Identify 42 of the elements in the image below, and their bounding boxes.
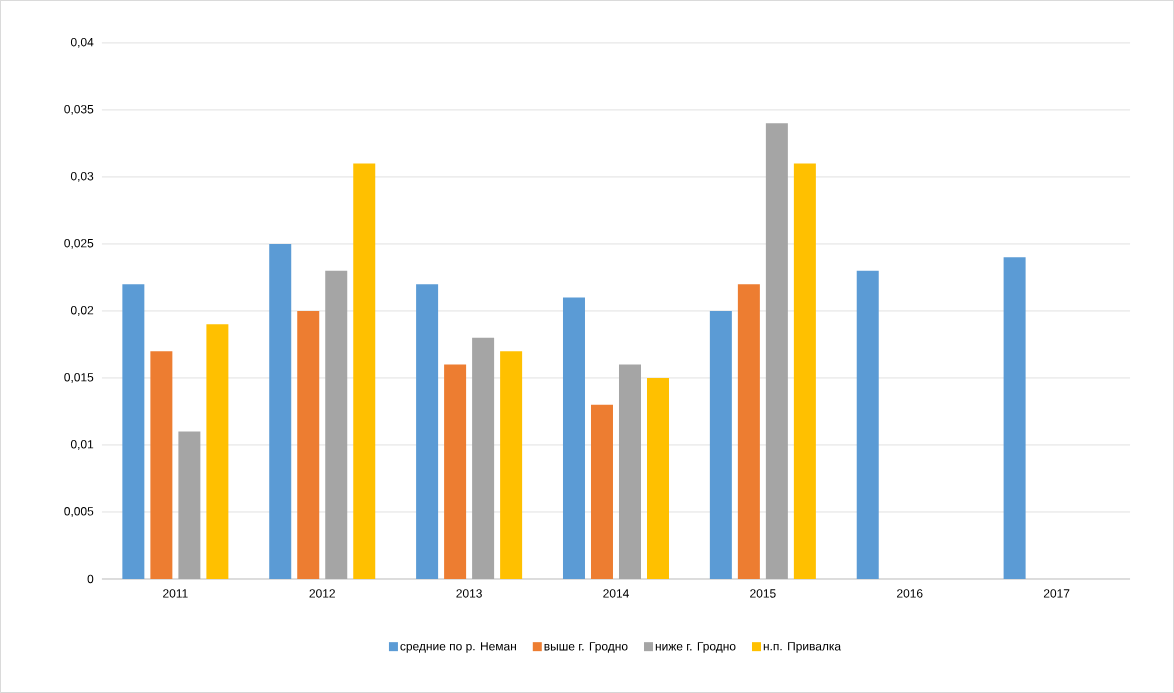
y-tick-label: 0,01 (70, 440, 94, 450)
x-tick-label: 2011 (163, 589, 188, 598)
x-tick-label: 2014 (603, 589, 629, 598)
y-tick-label: 0,04 (70, 38, 94, 48)
bar (297, 310, 320, 580)
y-tick-label: 0,02 (70, 306, 94, 316)
x-tick-label: 2012 (309, 589, 335, 598)
x-tick-label: 2015 (750, 589, 776, 598)
bar (178, 431, 201, 580)
bar (793, 163, 816, 580)
y-tick-label: 0,005 (64, 507, 94, 517)
bar (500, 351, 523, 580)
bar (765, 123, 788, 580)
legend-label: выше г. Гродно (544, 642, 628, 653)
bar (416, 284, 439, 580)
bar (206, 324, 229, 580)
bar (590, 404, 613, 580)
y-tick-label: 0,025 (64, 239, 94, 249)
x-tick-label: 2016 (897, 589, 923, 598)
bar (737, 284, 760, 580)
bar (325, 270, 348, 580)
y-tick-label: 0 (87, 574, 94, 584)
y-tick-label: 0,03 (70, 172, 94, 182)
bar (618, 364, 641, 580)
bar (709, 310, 732, 580)
bar (562, 297, 585, 580)
bar (122, 284, 145, 580)
bar (472, 337, 495, 580)
y-tick-label: 0,015 (64, 373, 94, 383)
legend-label: средние по р. Неман (400, 642, 516, 653)
x-tick-label: 2013 (456, 589, 482, 598)
bar (646, 378, 669, 580)
bar (444, 364, 467, 580)
bar (856, 270, 879, 580)
x-tick-label: 2017 (1043, 589, 1070, 598)
bar (269, 243, 292, 580)
bar (1003, 257, 1026, 580)
y-tick-label: 0,035 (64, 105, 94, 115)
bar (150, 351, 173, 580)
bar (353, 163, 376, 580)
legend-label: н.п. Привалка (763, 642, 842, 653)
legend-label: ниже г. Гродно (655, 642, 736, 653)
